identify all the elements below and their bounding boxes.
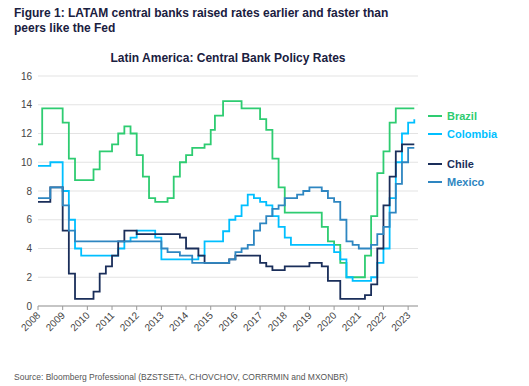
grid	[38, 76, 418, 306]
chart: Figure 1: LATAM central banks raised rat…	[0, 0, 529, 386]
x-tick-label: 2018	[266, 309, 290, 333]
y-tick-label: 2	[26, 272, 32, 283]
y-tick-label: 10	[21, 157, 33, 168]
x-tick-label: 2021	[340, 309, 364, 333]
x-tick-label: 2020	[315, 309, 339, 333]
background	[0, 0, 529, 386]
x-tick	[260, 306, 261, 310]
x-tick-label: 2012	[118, 309, 142, 333]
x-tick	[358, 306, 359, 310]
legend-entry: Chile	[447, 158, 474, 170]
x-tick	[284, 306, 285, 310]
x-tick	[309, 306, 310, 310]
y-tick-label: 6	[26, 214, 32, 225]
legend-swatch	[428, 133, 442, 135]
grid-line	[38, 133, 418, 134]
source-note: Source: Bloomberg Professional (BZSTSETA…	[14, 372, 348, 382]
x-tick	[235, 306, 236, 310]
x-tick-label: 2010	[68, 309, 92, 333]
y-tick-label: 12	[21, 128, 33, 139]
chart-title: Latin America: Central Bank Policy Rates	[111, 51, 346, 65]
series-line	[38, 119, 414, 281]
series-group	[38, 101, 414, 299]
legend-swatch	[428, 163, 442, 165]
x-tick-label: 2016	[216, 309, 240, 333]
x-tick-label: 2022	[364, 309, 388, 333]
legend: Brazil Colombia Chile Mexico	[428, 110, 498, 188]
grid-line	[38, 76, 418, 77]
x-tick	[408, 306, 409, 310]
y-tick-label: 4	[26, 243, 32, 254]
y-tick-label: 8	[26, 186, 32, 197]
grid-line	[38, 104, 418, 105]
x-tick	[334, 306, 335, 310]
x-tick	[383, 306, 384, 310]
x-tick-label: 2014	[167, 309, 191, 333]
grid-line	[38, 219, 418, 220]
x-tick-label: 2013	[142, 309, 166, 333]
x-tick	[87, 306, 88, 310]
x-tick	[136, 306, 137, 310]
grid-line	[38, 306, 418, 307]
x-tick-label: 2009	[44, 309, 68, 333]
figure-title: Figure 1: LATAM central banks raised rat…	[14, 6, 388, 35]
x-tick	[186, 306, 187, 310]
y-tick-label: 14	[21, 99, 33, 110]
legend-swatch	[428, 115, 442, 117]
y-tick-label: 16	[21, 71, 33, 82]
x-axis-line	[38, 306, 418, 307]
x-tick	[62, 306, 63, 310]
grid-line	[38, 191, 418, 192]
legend-swatch	[428, 181, 442, 183]
legend-entry: Mexico	[447, 176, 485, 188]
x-tick	[38, 306, 39, 310]
grid-line	[38, 162, 418, 163]
x-tick-label: 2017	[241, 309, 265, 333]
series-line	[38, 101, 414, 277]
series-line	[38, 148, 414, 263]
x-tick	[112, 306, 113, 310]
x-tick-label: 2011	[93, 309, 116, 332]
x-tick	[161, 306, 162, 310]
x-tick-label: 2008	[19, 309, 43, 333]
x-tick-label: 2019	[290, 309, 314, 333]
y-tick-label: 0	[26, 301, 32, 312]
x-tick	[210, 306, 211, 310]
x-tick-label: 2023	[389, 309, 413, 333]
legend-entry: Colombia	[447, 128, 498, 140]
x-tick-label: 2015	[192, 309, 216, 333]
series-line	[38, 144, 414, 299]
legend-entry: Brazil	[447, 110, 477, 122]
